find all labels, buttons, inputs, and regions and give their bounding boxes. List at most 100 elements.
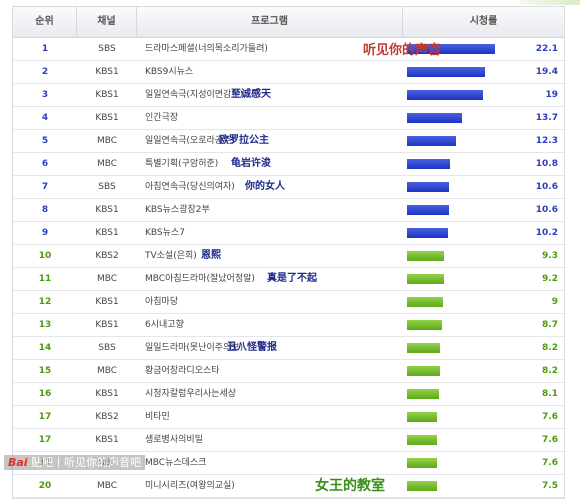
rank-cell: 8	[41, 205, 49, 215]
rank-cell: 16	[38, 389, 52, 399]
rating-cell: 7.6	[403, 452, 564, 474]
rank-cell: 12	[38, 297, 52, 307]
rating-value: 22.1	[535, 44, 558, 54]
channel-cell: KBS2	[95, 251, 119, 261]
channel-cell: SBS	[98, 182, 116, 192]
watermark: Bai 贴吧丨听见你的声音吧	[4, 455, 146, 470]
rating-value: 9.3	[542, 251, 558, 261]
table-row: 14 SBS 일일드라마(못난이주의보) 8.2 丑八怪警报	[13, 337, 564, 360]
table-row: 9 KBS1 KBS뉴스7 10.2	[13, 222, 564, 245]
table-header: 순위 채널 프로그램 시청률	[13, 7, 564, 38]
rank-cell: 11	[38, 274, 52, 284]
channel-cell: KBS1	[95, 67, 119, 77]
rating-cell: 8.2	[403, 360, 564, 382]
program-cell: 6시내고향	[145, 320, 184, 330]
rating-cell: 8.7	[403, 314, 564, 336]
watermark-brand: Bai	[8, 456, 28, 469]
chinese-title-annotation: 至诚感天	[231, 89, 271, 100]
program-cell: 일일드라마(못난이주의보)	[145, 343, 244, 353]
channel-cell: KBS2	[95, 412, 119, 422]
rating-bar	[407, 366, 440, 376]
rating-value: 10.8	[535, 159, 558, 169]
channel-cell: SBS	[98, 44, 116, 54]
header-rating: 시청률	[469, 16, 498, 27]
rating-bar	[407, 435, 438, 445]
rank-cell: 20	[38, 481, 52, 491]
program-cell: 인간극장	[145, 113, 179, 123]
rating-cell: 12.3	[403, 130, 564, 152]
rating-value: 10.2	[535, 228, 558, 238]
rating-bar	[407, 67, 485, 77]
program-cell: TV소설(은희)	[145, 251, 197, 261]
rank-cell: 9	[41, 228, 49, 238]
top-decoration-strip	[520, 0, 580, 5]
rank-cell: 10	[38, 251, 52, 261]
table-body: 1 SBS 드라마스페셜(너의목소리가들려) 22.1 听见你的声音 2 KBS1 KBS9시…	[13, 38, 564, 498]
rating-value: 7.6	[542, 435, 558, 445]
rating-bar	[407, 228, 448, 238]
table-row: 20 MBC 미니시리즈(여왕의교실) 7.5 女王的教室	[13, 475, 564, 498]
chinese-title-annotation: 丑八怪警报	[227, 342, 277, 353]
rating-bar	[407, 343, 440, 353]
table-row: 6 MBC 특별기획(구암허준) 10.8 龟岩许浚	[13, 153, 564, 176]
rating-bar	[407, 159, 451, 169]
rating-bar	[407, 136, 457, 146]
program-cell: MBC아침드라마(잘났어정말)	[145, 274, 255, 284]
table-row: 17 KBS2 비타민 7.6	[13, 406, 564, 429]
rating-value: 8.2	[542, 343, 558, 353]
header-channel: 채널	[77, 7, 137, 37]
rating-cell: 9	[403, 291, 564, 313]
rating-bar	[407, 274, 444, 284]
rating-value: 8.1	[542, 389, 558, 399]
rank-cell: 13	[38, 320, 52, 330]
rating-cell: 9.3	[403, 245, 564, 267]
rating-bar	[407, 458, 438, 468]
rating-cell: 10.6	[403, 199, 564, 221]
rating-bar	[407, 251, 445, 261]
rank-cell: 3	[41, 90, 49, 100]
chinese-title-annotation: 恩熙	[201, 250, 221, 261]
table-row: 17 KBS1 생로병사의비밀 7.6	[13, 429, 564, 452]
rank-cell: 2	[41, 67, 49, 77]
rating-cell: 10.6	[403, 176, 564, 198]
rating-cell: 9.2	[403, 268, 564, 290]
rank-cell: 5	[41, 136, 49, 146]
channel-cell: MBC	[96, 366, 118, 376]
channel-cell: MBC	[96, 481, 118, 491]
table-row: 15 MBC 황금어장라디오스타 8.2	[13, 360, 564, 383]
channel-cell: SBS	[98, 343, 116, 353]
rating-cell: 7.5	[403, 475, 564, 497]
rating-value: 7.6	[542, 412, 558, 422]
table-row: 5 MBC 일일연속극(오로라공주) 12.3 欧罗拉公主	[13, 130, 564, 153]
program-cell: 드라마스페셜(너의목소리가들려)	[145, 44, 268, 54]
rating-value: 12.3	[535, 136, 558, 146]
program-cell: KBS9시뉴스	[145, 67, 194, 77]
program-cell: 생로병사의비밀	[145, 435, 203, 445]
rating-value: 7.6	[542, 458, 558, 468]
table-row: 13 KBS1 6시내고향 8.7	[13, 314, 564, 337]
chinese-title-annotation: 女王的教室	[315, 478, 385, 494]
channel-cell: KBS1	[95, 228, 119, 238]
rating-bar	[407, 113, 462, 123]
channel-cell: MBC	[96, 274, 118, 284]
rating-bar	[407, 389, 440, 399]
rating-bar	[407, 90, 483, 100]
rank-cell: 1	[41, 44, 49, 54]
table-row: 8 KBS1 KBS뉴스광장2부 10.6	[13, 199, 564, 222]
table-row: 7 SBS 아침연속극(당신의여자) 10.6 你的女人	[13, 176, 564, 199]
rating-cell: 13.7	[403, 107, 564, 129]
program-cell: 아침연속극(당신의여자)	[145, 182, 235, 192]
rating-bar	[407, 205, 450, 215]
program-cell: 아침마당	[145, 297, 179, 307]
rating-bar	[407, 44, 496, 54]
rating-value: 10.6	[535, 205, 558, 215]
table-row: 11 MBC MBC아침드라마(잘났어정말) 9.2 真是了不起	[13, 268, 564, 291]
rating-cell: 10.2	[403, 222, 564, 244]
program-cell: 비타민	[145, 412, 170, 422]
rating-bar	[407, 182, 450, 192]
rating-value: 13.7	[535, 113, 558, 123]
channel-cell: KBS1	[95, 320, 119, 330]
table-row: 2 KBS1 KBS9시뉴스 19.4	[13, 61, 564, 84]
table-row: 4 KBS1 인간극장 13.7	[13, 107, 564, 130]
program-cell: 일일연속극(오로라공주)	[145, 136, 235, 146]
